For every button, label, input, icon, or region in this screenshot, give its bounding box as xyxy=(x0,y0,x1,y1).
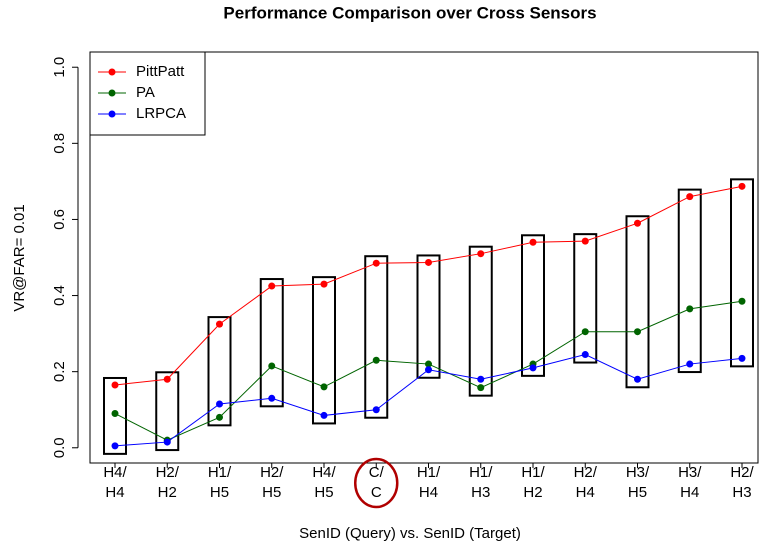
x-tick-label: H4 xyxy=(105,484,124,501)
y-tick-label: 1.0 xyxy=(51,57,68,78)
data-point xyxy=(372,406,380,414)
data-point xyxy=(216,400,223,408)
legend-label: PA xyxy=(136,84,155,101)
x-tick-label: H2/ xyxy=(574,464,598,481)
range-box xyxy=(259,278,284,408)
data-point xyxy=(738,297,746,305)
range-box xyxy=(573,233,598,364)
x-tick-label: H5 xyxy=(628,484,647,501)
y-tick-label: 0.8 xyxy=(51,133,68,154)
y-tick-label: 0.6 xyxy=(51,209,68,230)
data-point xyxy=(320,383,328,391)
legend-label: LRPCA xyxy=(136,105,186,122)
x-tick-label: H5 xyxy=(314,484,333,501)
data-point xyxy=(634,328,641,336)
x-tick-label: H2/ xyxy=(156,464,180,481)
data-point xyxy=(268,282,276,290)
data-point xyxy=(529,238,537,246)
y-tick-label: 0.2 xyxy=(51,361,68,382)
y-tick-label: 0.0 xyxy=(51,437,68,458)
data-point xyxy=(634,375,641,383)
x-tick-label: H4 xyxy=(680,484,699,501)
x-tick-label: H2 xyxy=(158,484,177,501)
data-point xyxy=(581,351,589,359)
data-point xyxy=(425,360,432,368)
data-point xyxy=(216,413,223,421)
highlight-circle xyxy=(354,457,399,509)
data-point xyxy=(477,375,485,383)
data-point xyxy=(425,366,432,374)
x-tick-label: H1/ xyxy=(417,464,441,481)
data-point xyxy=(111,410,119,418)
data-point xyxy=(686,305,694,313)
x-tick-label: H3 xyxy=(471,484,490,501)
range-box xyxy=(521,234,545,377)
data-point xyxy=(738,182,746,190)
range-box xyxy=(625,215,650,389)
x-tick-label: H4 xyxy=(576,484,595,501)
x-tick-label: H2/ xyxy=(730,464,754,481)
legend-point xyxy=(108,110,116,118)
x-axis-label: SenID (Query) vs. SenID (Target) xyxy=(299,525,521,542)
x-tick-label: H5 xyxy=(210,484,229,501)
range-box xyxy=(155,371,180,452)
x-tick-label: H5 xyxy=(262,484,281,501)
data-point xyxy=(686,360,694,368)
data-point xyxy=(111,381,119,389)
range-box xyxy=(677,188,702,374)
x-tick-label: C xyxy=(371,484,382,501)
x-tick-label: H1/ xyxy=(208,464,232,481)
plot-frame xyxy=(89,51,759,464)
data-point xyxy=(216,320,223,328)
data-point xyxy=(268,362,276,370)
data-point xyxy=(268,394,276,402)
x-tick-label: H4/ xyxy=(103,464,127,481)
chart-title: Performance Comparison over Cross Sensor… xyxy=(223,3,596,22)
legend-label: PittPatt xyxy=(136,63,185,80)
legend-point xyxy=(108,89,116,97)
data-point xyxy=(529,364,537,372)
range-box xyxy=(730,178,754,368)
x-tick-label: H3/ xyxy=(626,464,650,481)
data-point xyxy=(477,250,485,258)
x-tick-label: H1/ xyxy=(521,464,545,481)
range-box xyxy=(416,254,441,379)
data-point xyxy=(425,258,432,266)
data-point xyxy=(634,219,641,227)
data-point xyxy=(581,237,589,245)
data-point xyxy=(372,259,380,267)
data-point xyxy=(477,384,485,392)
range-box xyxy=(468,245,493,397)
y-axis-label: VR@FAR= 0.01 xyxy=(11,204,28,311)
data-point xyxy=(111,442,119,450)
range-box xyxy=(364,255,389,419)
data-point xyxy=(372,356,380,364)
range-box xyxy=(207,316,232,427)
data-point xyxy=(581,328,589,336)
data-point xyxy=(163,375,171,383)
x-tick-label: H1/ xyxy=(469,464,493,481)
x-tick-label: C/ xyxy=(369,464,385,481)
x-tick-label: H4/ xyxy=(312,464,336,481)
range-box xyxy=(312,276,336,425)
y-tick-label: 0.4 xyxy=(51,285,68,306)
data-point xyxy=(320,411,328,419)
data-point xyxy=(686,193,694,201)
range-box xyxy=(103,376,127,455)
data-point xyxy=(320,280,328,288)
x-tick-label: H2 xyxy=(523,484,542,501)
x-tick-label: H3/ xyxy=(678,464,702,481)
data-point xyxy=(163,438,171,446)
legend-point xyxy=(108,68,116,76)
legend-box xyxy=(89,51,206,136)
x-tick-label: H4 xyxy=(419,484,438,501)
x-tick-label: H2/ xyxy=(260,464,284,481)
data-point xyxy=(738,354,746,362)
x-tick-label: H3 xyxy=(732,484,751,501)
